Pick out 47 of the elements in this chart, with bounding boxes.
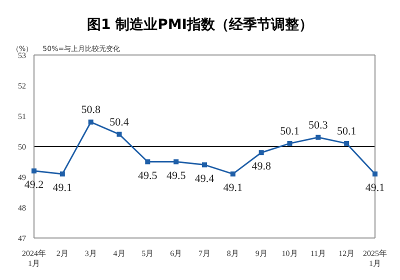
y-tick-label: 49 [18,172,26,182]
x-tick-label: 6月 [170,249,182,258]
x-tick-label: 7月 [198,249,210,258]
x-tick-label: 8月 [226,249,239,258]
point [202,162,207,168]
x-tick-label: 2月 [56,249,68,258]
point [145,159,150,164]
data-label: 50.8 [81,104,101,116]
data-label: 49.2 [24,178,44,191]
point [316,134,321,140]
point [32,168,36,174]
y-tick-label: 53 [18,50,26,60]
y-tick-label: 52 [18,81,26,90]
data-label: 49.4 [194,172,215,185]
data-label: 49.1 [365,182,385,194]
x-tick-label: 12月 [338,249,355,258]
x-tick-label: 9月 [255,249,268,258]
point [287,140,292,146]
data-label: 49.5 [138,170,158,182]
point [258,150,264,156]
x-tick-label: 2025年 1月 [363,249,387,268]
y-tick-label: 47 [18,234,26,243]
point [372,171,378,176]
chart-title: 图1 制造业PMI指数（经季节调整） [86,16,314,35]
x-tick-label: 3月 [84,249,97,258]
data-label: 49.1 [52,182,72,194]
data-label: 50.4 [110,116,130,128]
y-tick-label: 48 [18,203,26,212]
x-tick-label: 5月 [142,249,154,258]
data-label: 49.1 [223,182,243,194]
x-tick-label: 4月 [113,249,126,258]
data-label: 49.5 [166,170,186,182]
data-label: 50.1 [280,125,300,138]
data-label: 50.1 [336,125,356,138]
x-tick-label: 11月 [310,249,326,258]
data-label: 49.8 [252,160,272,173]
point [174,159,179,164]
point [230,171,236,176]
point [116,132,122,137]
point [60,171,65,176]
y-tick-label: 50 [18,142,26,152]
x-tick-label: 10月 [282,249,298,258]
data-label: 50.3 [308,119,328,132]
point [344,140,350,146]
point [88,120,94,125]
x-tick-label: 2024年 1月 [22,249,46,268]
y-tick-label: 51 [18,112,26,121]
